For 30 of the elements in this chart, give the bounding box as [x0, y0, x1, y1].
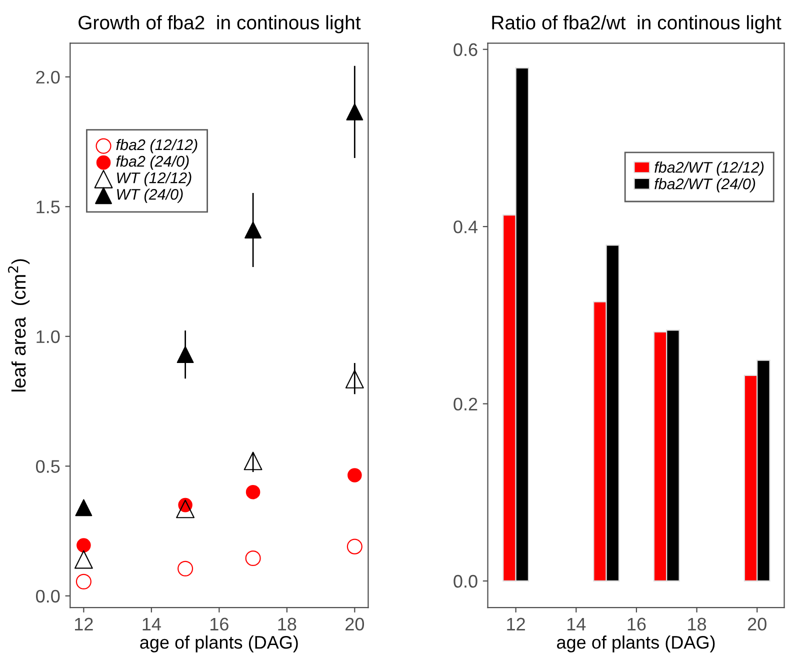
x-axis-title: age of plants (DAG): [556, 636, 715, 652]
x-axis-title: age of plants (DAG): [140, 636, 298, 652]
x-tick-label: 14: [142, 618, 161, 630]
x-tick-label: 18: [278, 618, 296, 631]
legend-label: fba2 (12/12): [116, 138, 198, 154]
x-tick-label: 12: [75, 618, 93, 630]
x-tick-label: 14: [567, 618, 586, 630]
legend-label: fba2 (24/0): [116, 156, 189, 170]
y-tick-label: 0.0: [454, 574, 478, 588]
chart-title: Ratio of fba2/wt in continous light: [492, 15, 782, 34]
x-tick-label: 18: [688, 618, 706, 631]
y-tick-label: 1.0: [36, 330, 60, 344]
y-tick-label: 0.6: [454, 43, 478, 56]
y-tick-label: 0.2: [454, 398, 478, 410]
legend-label: fba2/WT (24/0): [654, 178, 756, 192]
x-tick-label: 16: [628, 618, 646, 631]
y-axis-title: leaf area (cm$^{2}$): [8, 259, 30, 392]
legend-label: WT (24/0): [117, 188, 183, 203]
legend-label: fba2/WT (12/12): [654, 162, 764, 176]
x-tick-label: 16: [210, 618, 228, 631]
y-tick-label: 0.0: [36, 590, 60, 603]
legend-label: WT (12/12): [117, 172, 192, 186]
y-tick-label: 0.5: [36, 460, 60, 473]
y-tick-label: 1.5: [36, 200, 60, 214]
x-tick-label: 12: [507, 618, 525, 630]
x-tick-label: 20: [346, 618, 364, 631]
y-tick-label: 2.0: [36, 70, 60, 84]
chart-title: Growth of fba2 in continous light: [78, 15, 361, 34]
x-tick-label: 20: [748, 618, 766, 631]
y-tick-label: 0.4: [454, 220, 478, 234]
